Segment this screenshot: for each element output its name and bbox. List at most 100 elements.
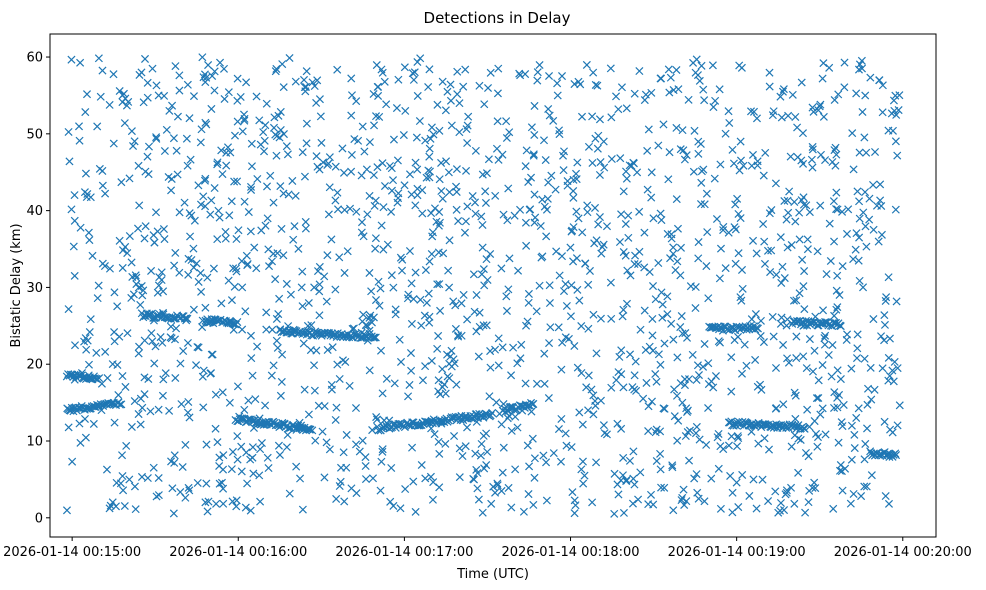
- detection-marker: [569, 193, 578, 202]
- detection-marker: [882, 293, 891, 302]
- detection-marker: [733, 194, 742, 203]
- detection-marker: [210, 183, 219, 193]
- detection-marker: [171, 62, 180, 71]
- detection-marker: [592, 458, 601, 467]
- detection-marker: [557, 414, 566, 424]
- detection-marker: [614, 105, 623, 114]
- detection-marker: [118, 372, 127, 381]
- detection-marker: [300, 385, 309, 394]
- detection-marker: [455, 99, 464, 108]
- detection-marker: [172, 324, 181, 333]
- detection-marker: [86, 315, 95, 324]
- detection-marker: [516, 205, 525, 214]
- detection-marker: [134, 161, 143, 170]
- detection-marker: [389, 283, 398, 292]
- detection-marker: [486, 347, 495, 356]
- detection-marker: [212, 499, 221, 508]
- detection-marker: [170, 451, 179, 460]
- detection-marker: [392, 104, 401, 113]
- detection-marker: [533, 68, 542, 77]
- detection-marker: [310, 386, 319, 395]
- detection-marker: [201, 202, 210, 211]
- detection-marker: [350, 135, 359, 144]
- detection-marker: [158, 391, 167, 400]
- detection-marker: [118, 471, 127, 481]
- detection-marker: [704, 359, 713, 368]
- detection-marker: [408, 443, 417, 452]
- detection-marker: [852, 354, 862, 363]
- detection-marker: [733, 442, 742, 451]
- detection-marker: [569, 175, 578, 184]
- detection-marker: [740, 340, 749, 349]
- detection-marker: [772, 270, 781, 279]
- detection-marker: [434, 437, 443, 446]
- detection-marker: [132, 280, 141, 289]
- detection-marker: [721, 129, 730, 138]
- detection-marker: [542, 205, 551, 214]
- detection-marker: [127, 293, 136, 302]
- detection-marker: [635, 207, 644, 216]
- detection-marker: [365, 138, 374, 147]
- detection-marker: [211, 390, 220, 399]
- detection-marker: [633, 168, 642, 177]
- detection-marker: [521, 218, 530, 227]
- detection-marker: [559, 287, 569, 296]
- detection-marker: [127, 422, 136, 431]
- detection-marker: [685, 426, 694, 435]
- detection-marker: [221, 234, 230, 243]
- detection-marker: [135, 201, 144, 210]
- detection-marker: [684, 95, 693, 104]
- detection-marker: [585, 266, 594, 275]
- detection-marker: [259, 128, 268, 137]
- detection-marker: [493, 117, 502, 126]
- detection-marker: [855, 148, 864, 157]
- detection-marker: [502, 133, 511, 143]
- detection-marker: [380, 182, 390, 191]
- detection-marker: [189, 305, 198, 314]
- detection-marker: [513, 359, 522, 368]
- detection-marker: [461, 65, 470, 74]
- detection-marker: [352, 97, 361, 106]
- detection-marker: [540, 379, 549, 388]
- detection-marker: [192, 259, 201, 268]
- detection-marker: [443, 87, 452, 96]
- detection-marker: [830, 146, 839, 155]
- detection-marker: [477, 270, 486, 279]
- detection-marker: [636, 325, 645, 334]
- detection-marker: [566, 312, 575, 321]
- detection-marker: [382, 374, 391, 383]
- detection-marker: [325, 183, 334, 192]
- detection-marker: [688, 350, 697, 359]
- detection-marker: [394, 75, 403, 84]
- detection-marker: [429, 130, 438, 139]
- detection-marker: [302, 67, 311, 76]
- detection-marker: [372, 415, 382, 424]
- detection-marker: [671, 266, 680, 275]
- detection-marker: [278, 350, 287, 359]
- detection-marker: [340, 497, 349, 506]
- detection-marker: [168, 484, 177, 493]
- detection-marker: [376, 346, 386, 355]
- detection-marker: [469, 270, 478, 279]
- detection-marker: [159, 287, 168, 296]
- detection-marker: [836, 322, 845, 331]
- detection-marker: [193, 478, 202, 487]
- detection-marker: [640, 306, 649, 315]
- detection-marker: [525, 205, 534, 214]
- detection-marker: [878, 364, 887, 373]
- detection-marker: [421, 362, 430, 371]
- detection-marker: [829, 197, 838, 206]
- detection-marker: [891, 205, 900, 214]
- detection-marker: [261, 121, 270, 130]
- detection-marker: [787, 442, 796, 451]
- detection-marker: [347, 167, 356, 176]
- detection-marker: [127, 258, 136, 267]
- detection-marker: [812, 394, 821, 403]
- detection-marker: [227, 296, 236, 305]
- detection-marker: [785, 187, 794, 196]
- detection-marker: [767, 246, 776, 255]
- detection-marker: [600, 429, 609, 438]
- detection-marker: [832, 286, 841, 295]
- detection-marker: [747, 427, 756, 436]
- detection-marker: [850, 430, 859, 439]
